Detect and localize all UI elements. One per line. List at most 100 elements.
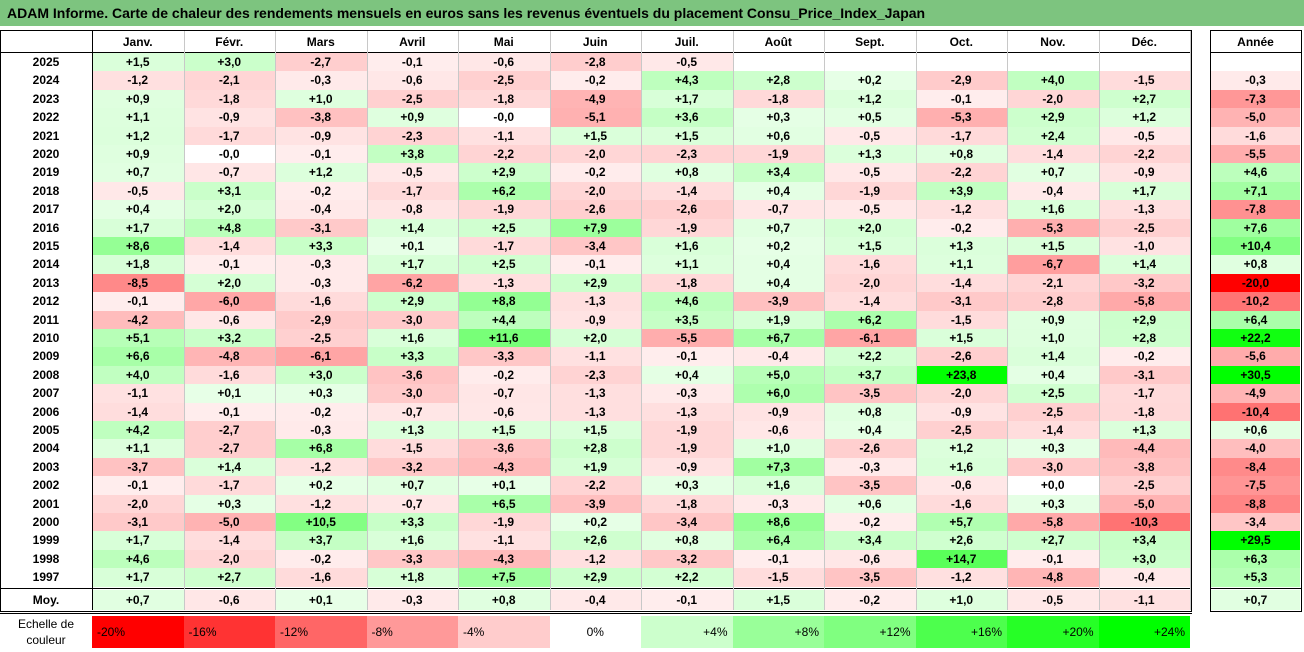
heatmap-cell: +3,8 [366,145,458,164]
heatmap-cell: +0,7 [366,476,458,495]
year-label: 1999 [32,533,60,548]
heatmap-cell: -1,7 [183,476,275,495]
heatmap-cell: +14,7 [915,549,1007,569]
heatmap-cell: -2,0 [1007,89,1099,109]
heatmap-cell [732,53,824,72]
year-label: 2022 [32,110,60,125]
heatmap-cell: +0,5 [824,108,916,127]
year-label: 2017 [32,202,60,217]
heatmap-cell: -3,2 [641,549,733,569]
average-divider [0,587,1192,589]
month-header: Août [764,35,792,49]
heatmap-cell: -1,2 [549,549,641,569]
average-cell: -0,4 [549,589,641,610]
year-label: 2016 [32,220,60,235]
heatmap-cell: -0,5 [824,126,916,145]
heatmap-cell: +1,6 [641,237,733,256]
year-total-cell: +4,6 [1211,163,1300,182]
heatmap-cell: +0,9 [1007,310,1099,329]
heatmap-cell: +23,8 [915,365,1007,385]
year-total-cell: -10,2 [1211,292,1300,311]
average-cell: +0,7 [92,589,184,610]
heatmap-cell: -2,6 [824,439,916,458]
heatmap-cell: +1,3 [915,237,1007,256]
heatmap-cell: -0,1 [732,549,824,569]
heatmap-cell: -2,6 [641,200,733,219]
heatmap-cell: +3,0 [275,365,367,385]
heatmap-cell: -0,4 [1007,181,1099,201]
heatmap-cell: +6,2 [824,310,916,329]
heatmap-cell: -0,5 [824,163,916,182]
heatmap-cell: +2,9 [366,292,458,311]
scale-swatch: +4% [641,616,733,648]
heatmap-cell: +1,1 [92,439,184,458]
heatmap-cell: +6,2 [458,181,550,201]
scale-swatch: -16% [183,616,275,648]
heatmap-cell: +2,9 [1098,310,1190,329]
average-cell: -0,3 [366,589,458,610]
year-total-cell: +5,3 [1211,568,1300,587]
year-label: 2001 [32,496,60,511]
heatmap-cell: -1,6 [183,365,275,385]
heatmap-cell: -0,2 [915,218,1007,237]
heatmap-cell: +0,2 [549,513,641,532]
heatmap-cell: -3,4 [549,237,641,256]
heatmap-cell: -2,5 [275,329,367,348]
heatmap-cell: -1,6 [275,292,367,311]
year-label: 2008 [32,367,60,382]
average-cell: -0,2 [824,589,916,610]
year-label: 2020 [32,147,60,161]
heatmap-cell: +3,3 [275,237,367,256]
column-divider [366,31,368,610]
average-cell: -0,6 [183,589,275,610]
column-divider [1007,31,1008,610]
scale-swatch: -20% [92,616,184,648]
heatmap-cell: -0,1 [915,89,1007,109]
heatmap-cell: -3,1 [1098,365,1190,385]
heatmap-cell: -0,5 [641,53,733,72]
heatmap-cell: -2,1 [1007,273,1099,293]
heatmap-cell: +1,0 [1007,329,1099,348]
heatmap-cell: -0,1 [1007,549,1099,569]
average-cell: -0,1 [641,589,733,610]
heatmap-cell: -1,4 [1007,421,1099,440]
heatmap-cell: -1,7 [366,181,458,201]
column-divider [915,31,917,610]
heatmap-cell: -1,8 [183,89,275,109]
heatmap-cell: +1,2 [275,163,367,182]
heatmap-cell: +1,2 [824,89,916,109]
heatmap-cell: -1,6 [824,255,916,274]
heatmap-cell: +1,4 [1098,255,1190,274]
average-divider [1210,587,1302,589]
month-header: Sept. [855,35,885,49]
heatmap-cell: -2,5 [1007,402,1099,421]
heatmap-cell: -3,1 [92,513,184,532]
heatmap-cell: -1,9 [458,513,550,532]
year-label: 2015 [32,239,60,253]
year-label: 2024 [32,73,60,88]
year-label: 2025 [32,55,60,69]
chart-title: ADAM Informe. Carte de chaleur des rende… [0,0,1304,26]
column-divider [1098,31,1100,610]
heatmap-cell: -3,5 [824,476,916,495]
heatmap-cell: +2,0 [183,273,275,293]
heatmap-cell: +0,9 [92,89,184,109]
heatmap-cell: +3,0 [183,53,275,72]
heatmap-cell: +3,3 [366,347,458,366]
heatmap-cell: +1,4 [366,218,458,237]
heatmap-cell: -3,2 [366,457,458,477]
year-total-cell: +6,4 [1211,310,1300,329]
heatmap-cell: +4,2 [92,421,184,440]
heatmap-cell: +1,7 [641,89,733,109]
heatmap-cell: -1,5 [732,568,824,587]
heatmap-cell: -1,7 [915,126,1007,145]
year-total-cell [1211,53,1300,72]
heatmap-cell: -0,7 [732,200,824,219]
heatmap-cell: +8,8 [458,292,550,311]
year-label: 2002 [32,478,60,493]
heatmap-cell: +1,3 [1098,421,1190,440]
year-total-cell: -8,4 [1211,457,1300,477]
year-total-cell: -5,5 [1211,145,1300,164]
heatmap-cell: -1,5 [1098,71,1190,90]
scale-swatch: +12% [824,616,916,648]
